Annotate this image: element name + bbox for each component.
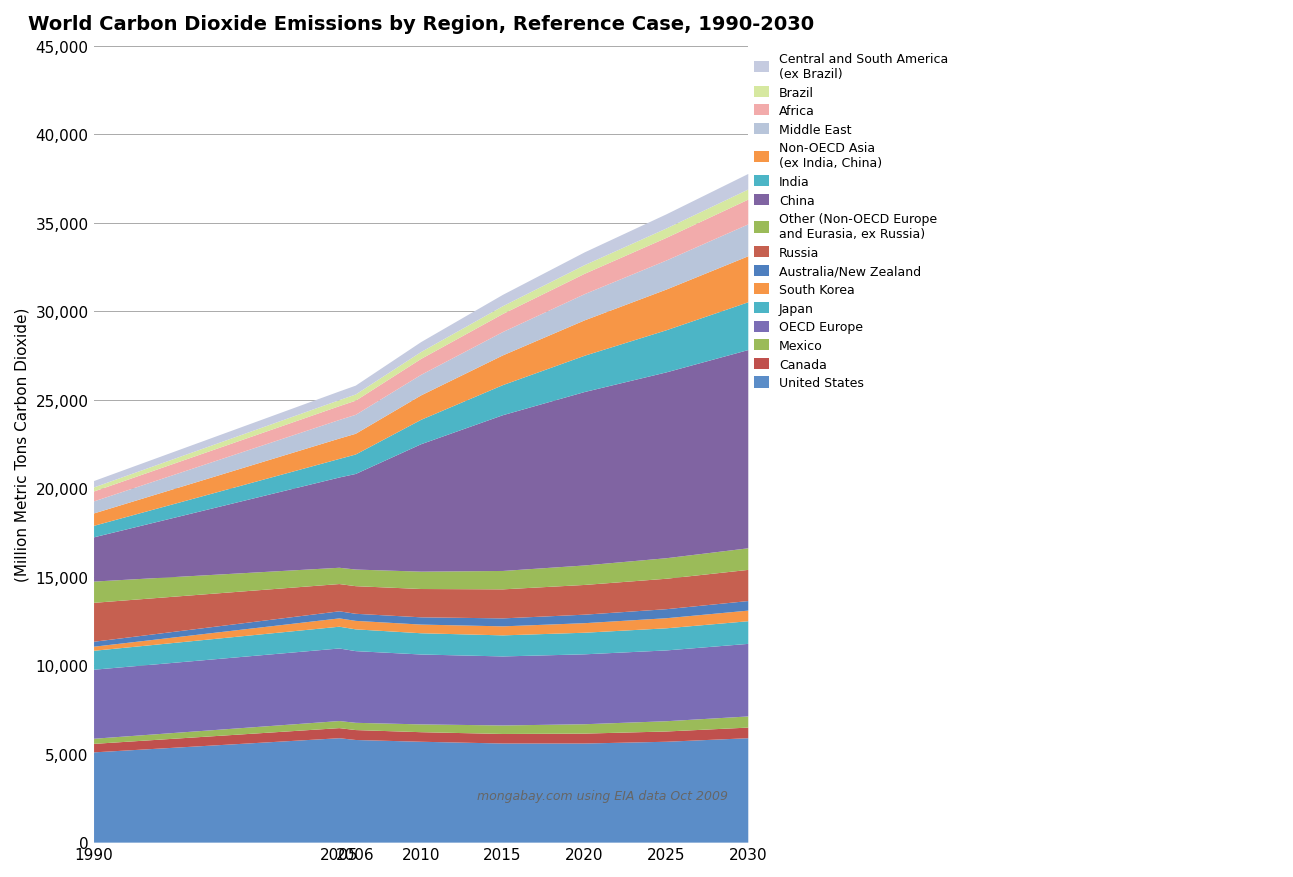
Legend: Central and South America
(ex Brazil), Brazil, Africa, Middle East, Non-OECD Asi: Central and South America (ex Brazil), B…: [754, 53, 948, 390]
Y-axis label: (Million Metric Tons Carbon Dioxide): (Million Metric Tons Carbon Dioxide): [16, 307, 30, 581]
Title: World Carbon Dioxide Emissions by Region, Reference Case, 1990-2030: World Carbon Dioxide Emissions by Region…: [27, 15, 813, 34]
Text: mongabay.com using EIA data Oct 2009: mongabay.com using EIA data Oct 2009: [477, 789, 728, 802]
